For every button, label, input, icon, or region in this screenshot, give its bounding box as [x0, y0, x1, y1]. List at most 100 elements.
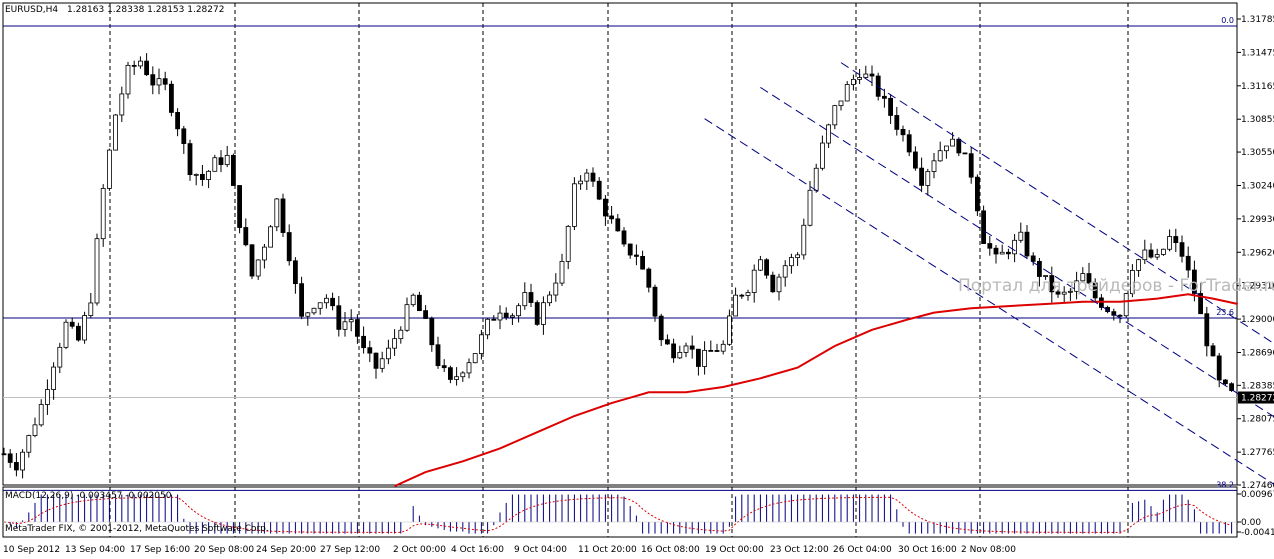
candle-body: [1161, 248, 1166, 255]
candle-body: [578, 180, 583, 185]
time-axis-label: 4 Oct 16:00: [451, 545, 504, 555]
candle-body: [175, 112, 181, 130]
candle-body: [528, 292, 534, 303]
price-axis-label: 1.30550: [1241, 148, 1274, 158]
candle-body: [1142, 249, 1148, 261]
candle-body: [478, 334, 484, 354]
candle-body: [1198, 293, 1203, 315]
channel-line: [704, 118, 1274, 485]
candle-body: [1012, 239, 1017, 255]
candle-body: [218, 157, 224, 166]
candle-body: [894, 115, 900, 130]
candle-body: [69, 321, 75, 327]
candle-body: [652, 286, 658, 317]
time-axis-label: 16 Oct 08:00: [641, 545, 700, 555]
candle-body: [931, 160, 937, 172]
candle-body: [751, 269, 757, 293]
time-axis-label: 23 Oct 12:00: [770, 545, 829, 555]
candle-body: [1223, 379, 1228, 385]
candle-body: [1179, 242, 1185, 257]
candle-body: [572, 183, 577, 227]
candle-body: [993, 247, 999, 255]
time-axis-label: 13 Sep 04:00: [65, 545, 125, 555]
candle-body: [206, 170, 212, 180]
candle-body: [423, 310, 429, 319]
candle-body: [621, 230, 627, 245]
time-axis-label: 9 Oct 04:00: [514, 545, 567, 555]
candle-body: [1049, 275, 1055, 293]
candle-body: [317, 302, 323, 309]
candle-body: [230, 154, 236, 186]
candle-body: [1216, 355, 1222, 381]
time-axis-label: 17 Sep 16:00: [130, 545, 190, 555]
candle-body: [981, 210, 986, 244]
candle-body: [727, 315, 732, 345]
candle-body: [1210, 345, 1216, 357]
macd-axis-label: 0.00967: [1241, 490, 1274, 500]
candle-body: [466, 362, 472, 374]
candle-body: [323, 297, 329, 304]
price-axis-label: 1.28690: [1241, 348, 1274, 358]
candle-body: [1055, 291, 1061, 295]
candle-body: [844, 84, 850, 102]
candle-body: [32, 424, 38, 436]
candle-body: [119, 93, 125, 116]
candle-body: [1068, 290, 1073, 293]
channel-line: [840, 62, 1274, 345]
candle-body: [63, 321, 69, 348]
price-axis-label: 1.29000: [1241, 315, 1274, 325]
candle-body: [1086, 273, 1092, 284]
candle-body: [274, 198, 280, 228]
candle-body: [311, 307, 317, 314]
candle-body: [472, 353, 478, 364]
candle-body: [1229, 383, 1234, 392]
candle-body: [336, 305, 342, 330]
price-axis-label: 1.30240: [1241, 181, 1274, 191]
candle-body: [696, 348, 701, 367]
time-axis-label: 26 Oct 04:00: [833, 545, 892, 555]
candle-body: [460, 372, 466, 378]
candle-body: [820, 142, 825, 169]
candles-group: [1, 53, 1234, 479]
candle-body: [968, 153, 974, 178]
candle-body: [838, 100, 844, 107]
macd-axis-label: -0.00412: [1241, 528, 1274, 538]
current-price-marker: [1238, 391, 1274, 404]
candle-body: [1111, 311, 1117, 316]
candle-body: [125, 64, 131, 95]
candle-body: [82, 315, 87, 341]
candle-body: [565, 225, 571, 262]
candle-body: [113, 114, 118, 151]
candle-body: [454, 376, 460, 380]
candle-body: [782, 265, 788, 278]
candle-body: [770, 274, 776, 293]
candle-body: [224, 154, 230, 166]
candle-body: [584, 172, 590, 182]
candle-body: [944, 145, 949, 152]
price-axis-label: 1.30855: [1241, 115, 1274, 125]
candle-body: [603, 198, 608, 217]
main-chart-frame: [2, 2, 1238, 486]
candle-body: [826, 124, 831, 144]
candle-body: [1123, 293, 1129, 317]
price-axis-label: 1.29930: [1241, 215, 1274, 225]
candle-body: [199, 173, 205, 180]
candle-body: [342, 321, 348, 330]
candle-body: [739, 294, 745, 297]
time-axis-label: 20 Sep 08:00: [194, 545, 254, 555]
candle-body: [156, 78, 162, 86]
chart-header: EURUSD,H4 1.28163 1.28338 1.28153 1.2827…: [5, 5, 224, 16]
candle-body: [107, 149, 112, 189]
candle-body: [708, 349, 714, 352]
candle-body: [609, 215, 614, 220]
time-axis-label: 24 Sep 20:00: [256, 545, 316, 555]
candle-body: [268, 226, 274, 248]
candle-body: [789, 257, 794, 267]
candle-body: [162, 78, 168, 85]
candle-body: [7, 453, 13, 463]
candle-body: [20, 451, 26, 471]
candle-body: [509, 315, 515, 318]
candle-body: [181, 128, 187, 145]
